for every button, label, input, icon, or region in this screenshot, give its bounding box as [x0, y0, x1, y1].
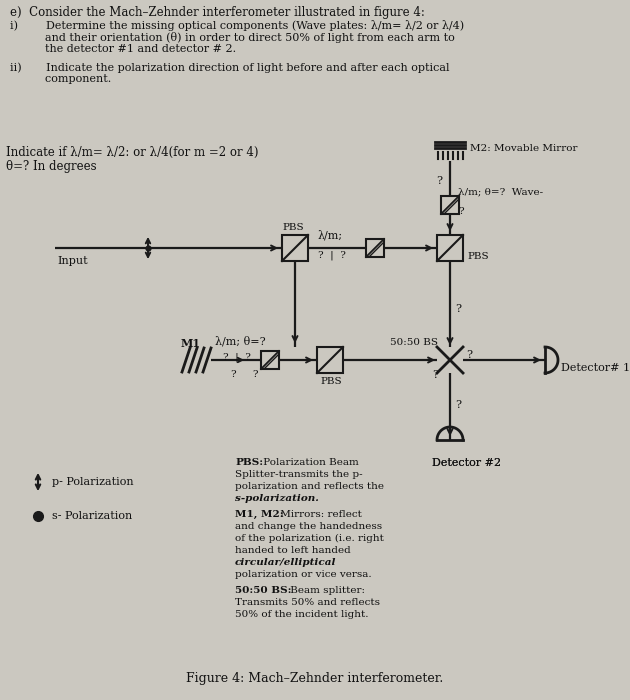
Text: M2: Movable Mirror: M2: Movable Mirror — [470, 144, 578, 153]
Text: 50% of the incident light.: 50% of the incident light. — [235, 610, 369, 619]
Text: PBS: PBS — [320, 377, 341, 386]
Text: polarization or vice versa.: polarization or vice versa. — [235, 570, 372, 579]
Text: θ=? In degrees: θ=? In degrees — [6, 160, 96, 173]
Text: λ/m;: λ/m; — [318, 230, 343, 241]
Text: ?: ? — [455, 400, 461, 410]
Bar — [366, 239, 384, 257]
Bar — [282, 235, 308, 261]
Text: Transmits 50% and reflects: Transmits 50% and reflects — [235, 598, 380, 607]
Text: e)  Consider the Mach–Zehnder interferometer illustrated in figure 4:: e) Consider the Mach–Zehnder interferome… — [10, 6, 425, 19]
Text: handed to left handed: handed to left handed — [235, 546, 351, 555]
Text: ?     ?: ? ? — [231, 370, 258, 379]
Text: s- Polarization: s- Polarization — [52, 511, 132, 521]
Bar — [437, 235, 463, 261]
Text: Beam splitter:: Beam splitter: — [287, 586, 365, 595]
Text: PBS: PBS — [467, 252, 489, 261]
Text: 50:50 BS: 50:50 BS — [390, 338, 438, 347]
Text: Detector# 1: Detector# 1 — [561, 363, 630, 373]
Text: Input: Input — [57, 256, 88, 266]
Text: i)        Determine the missing optical components (Wave plates: λ/m= λ/2 or λ/4: i) Determine the missing optical compone… — [10, 20, 464, 31]
Text: polarization and reflects the: polarization and reflects the — [235, 482, 384, 491]
Text: component.: component. — [10, 74, 112, 84]
Text: ?  |  ?: ? | ? — [223, 352, 251, 361]
Text: ?  |  ?: ? | ? — [318, 251, 346, 260]
Bar — [317, 347, 343, 373]
Text: Detector #2: Detector #2 — [432, 458, 501, 468]
Text: ?: ? — [458, 207, 464, 216]
Text: ?: ? — [432, 370, 438, 380]
Text: Figure 4: Mach–Zehnder interferometer.: Figure 4: Mach–Zehnder interferometer. — [186, 672, 444, 685]
Text: and their orientation (θ) in order to direct 50% of light from each arm to: and their orientation (θ) in order to di… — [10, 32, 455, 43]
Text: the detector #1 and detector # 2.: the detector #1 and detector # 2. — [10, 44, 236, 54]
Text: circular/elliptical: circular/elliptical — [235, 558, 336, 567]
Text: Polarization Beam: Polarization Beam — [260, 458, 358, 467]
Text: λ/m; θ=?  Wave-: λ/m; θ=? Wave- — [458, 187, 543, 196]
Text: Mirrors: reflect: Mirrors: reflect — [277, 510, 362, 519]
Text: Splitter-transmits the p-: Splitter-transmits the p- — [235, 470, 363, 479]
Text: Indicate if λ/m= λ/2: or λ/4(for m =2 or 4): Indicate if λ/m= λ/2: or λ/4(for m =2 or… — [6, 146, 258, 159]
Text: 50:50 BS:: 50:50 BS: — [235, 586, 292, 595]
Text: ?: ? — [455, 304, 461, 314]
Text: M1, M2:: M1, M2: — [235, 510, 284, 519]
Text: λ/m; θ=?: λ/m; θ=? — [215, 336, 266, 346]
Bar — [261, 351, 279, 369]
Text: and change the handedness: and change the handedness — [235, 522, 382, 531]
Text: of the polarization (i.e. right: of the polarization (i.e. right — [235, 534, 384, 543]
Text: M1: M1 — [181, 338, 201, 349]
Text: s-polarization.: s-polarization. — [235, 494, 319, 503]
Text: ii)       Indicate the polarization direction of light before and after each opt: ii) Indicate the polarization direction … — [10, 62, 449, 73]
Text: Detector #2: Detector #2 — [432, 458, 501, 468]
Text: ?: ? — [436, 176, 442, 186]
Bar — [441, 196, 459, 214]
Text: ?: ? — [466, 350, 472, 360]
Text: PBS:: PBS: — [235, 458, 263, 467]
Text: p- Polarization: p- Polarization — [52, 477, 134, 487]
Text: PBS: PBS — [282, 223, 304, 232]
